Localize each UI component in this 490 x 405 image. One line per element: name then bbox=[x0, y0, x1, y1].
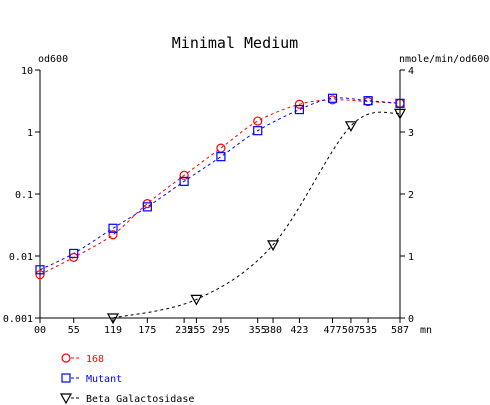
y-left-tick-label: 10 bbox=[21, 66, 33, 77]
legend-marker bbox=[59, 393, 73, 405]
y-left-tick-label: 0.01 bbox=[9, 252, 33, 263]
data-point bbox=[253, 116, 263, 126]
x-tick-label: 255 bbox=[187, 325, 205, 336]
x-tick-label: 295 bbox=[212, 325, 230, 336]
data-point bbox=[216, 152, 226, 162]
data-point bbox=[35, 270, 45, 280]
data-point bbox=[363, 96, 373, 106]
data-point bbox=[179, 176, 189, 186]
x-tick-label: 477 bbox=[324, 325, 342, 336]
legend-label: 168 bbox=[86, 354, 104, 365]
data-point bbox=[108, 223, 118, 233]
y-right-tick-label: 3 bbox=[408, 128, 414, 139]
x-tick-label: 535 bbox=[359, 325, 377, 336]
x-tick-label: 587 bbox=[391, 325, 409, 336]
x-tick-label: 355 bbox=[249, 325, 267, 336]
x-tick-label: 423 bbox=[290, 325, 308, 336]
data-point bbox=[344, 121, 357, 133]
legend-label: Mutant bbox=[86, 374, 122, 385]
data-point bbox=[395, 98, 405, 108]
y-left-axis-label: od600 bbox=[38, 54, 68, 65]
data-point bbox=[294, 104, 305, 115]
x-tick-label: 00 bbox=[34, 325, 46, 336]
series-line-0 bbox=[39, 99, 401, 276]
data-point bbox=[108, 230, 118, 240]
y-left-tick-label: 0.001 bbox=[3, 314, 33, 325]
y-left-tick-label: 1 bbox=[27, 128, 33, 139]
data-point bbox=[106, 313, 120, 325]
data-point bbox=[190, 294, 203, 306]
y-right-tick-label: 1 bbox=[408, 252, 414, 263]
series-markers bbox=[35, 93, 407, 325]
data-point bbox=[35, 265, 45, 275]
data-point bbox=[393, 108, 407, 120]
chart-title: Minimal Medium bbox=[172, 34, 298, 52]
x-axis-unit: mn bbox=[420, 325, 432, 336]
x-tick-label: 55 bbox=[68, 325, 80, 336]
x-tick-label: 119 bbox=[104, 325, 122, 336]
x-tick-label: 507 bbox=[342, 325, 360, 336]
data-point bbox=[267, 240, 280, 252]
x-tick-label: 380 bbox=[264, 325, 282, 336]
data-point bbox=[142, 202, 152, 212]
y-right-axis-label: nmole/min/od600 bbox=[399, 54, 489, 65]
data-point bbox=[142, 199, 152, 209]
legend-marker bbox=[61, 373, 71, 383]
data-point bbox=[253, 126, 263, 136]
series-lines bbox=[39, 97, 401, 319]
data-point bbox=[327, 93, 338, 103]
data-point bbox=[69, 248, 79, 259]
x-tick-label: 175 bbox=[138, 325, 156, 336]
legend-label: Beta Galactosidase bbox=[86, 394, 194, 405]
series-line-2 bbox=[112, 111, 401, 319]
y-right-tick-label: 4 bbox=[408, 66, 414, 77]
y-right-tick-label: 2 bbox=[408, 190, 414, 201]
data-point bbox=[179, 170, 189, 180]
series-line-1 bbox=[39, 97, 401, 271]
x-tick-label: 235 bbox=[175, 325, 193, 336]
data-point bbox=[294, 99, 305, 109]
y-right-tick-label: 0 bbox=[408, 314, 414, 325]
y-left-tick-label: 0.1 bbox=[15, 190, 33, 201]
legend-marker bbox=[61, 353, 71, 363]
legend: 168 Mutant Beta Galactosidase bbox=[59, 353, 194, 405]
data-point bbox=[216, 143, 226, 153]
